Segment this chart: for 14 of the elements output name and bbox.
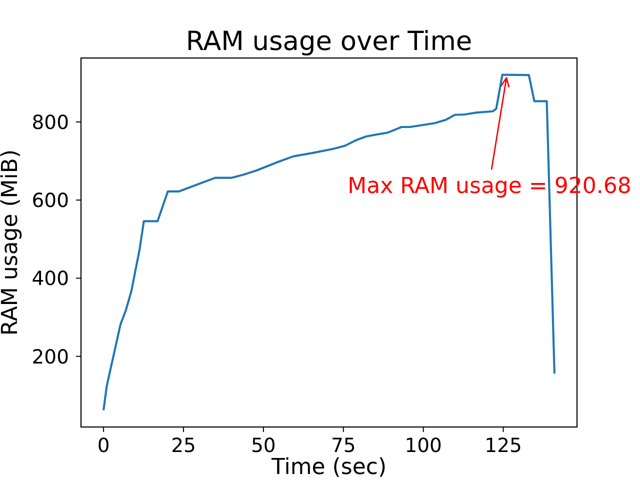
x-tick-label: 125 [484,434,522,457]
y-tick-label: 400 [32,267,69,290]
chart-title: RAM usage over Time [186,26,472,57]
x-tick-label: 25 [171,434,196,457]
line-series [102,74,556,412]
x-tick-label: 0 [97,434,110,457]
y-tick-label: 800 [32,110,69,134]
x-axis-title: Time (sec) [270,455,387,480]
y-axis-title: RAM usage (MiB) [0,149,23,336]
y-tick-label: 200 [32,345,69,368]
y-tick-label: 600 [32,188,69,212]
x-tick-label: 50 [251,434,276,457]
x-tick-label: 100 [404,434,442,457]
x-tick-label: 75 [330,434,356,457]
